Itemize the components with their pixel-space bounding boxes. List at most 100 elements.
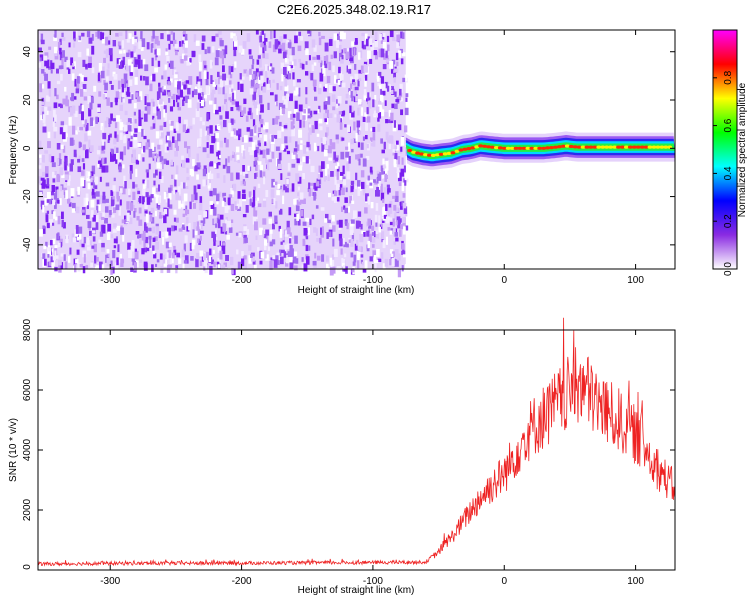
- noise-speck: [51, 162, 56, 168]
- noise-speck: [158, 231, 161, 239]
- noise-speck: [263, 230, 267, 238]
- noise-speck: [263, 245, 267, 251]
- noise-speck: [287, 65, 291, 71]
- noise-speck: [127, 118, 132, 126]
- noise-speck: [396, 216, 401, 221]
- noise-speck: [214, 229, 217, 235]
- noise-speck: [209, 145, 214, 154]
- noise-speck: [239, 199, 242, 207]
- noise-speck: [382, 206, 385, 215]
- noise-speck: [197, 98, 202, 103]
- noise-speck: [214, 133, 217, 142]
- noise-speck: [104, 36, 109, 46]
- noise-speck: [291, 61, 295, 69]
- noise-speck: [304, 41, 309, 51]
- noise-speck: [118, 45, 122, 50]
- noise-speck: [181, 82, 185, 86]
- noise-speck: [68, 202, 72, 207]
- noise-speck: [264, 64, 268, 73]
- noise-speck: [290, 249, 294, 257]
- noise-speck: [39, 185, 42, 190]
- noise-speck: [40, 33, 44, 43]
- noise-speck: [134, 128, 138, 133]
- noise-speck: [352, 82, 356, 86]
- noise-speck: [102, 93, 106, 99]
- noise-speck: [313, 45, 317, 52]
- noise-speck: [358, 69, 363, 74]
- signal-core: [568, 144, 574, 149]
- noise-speck: [329, 267, 334, 276]
- noise-speck: [163, 209, 168, 215]
- noise-speck: [340, 49, 344, 53]
- noise-speck: [401, 157, 404, 165]
- noise-speck: [216, 151, 220, 157]
- noise-speck: [198, 62, 202, 71]
- noise-speck: [129, 165, 133, 174]
- noise-speck: [187, 87, 191, 95]
- noise-speck: [364, 112, 368, 118]
- noise-speck: [305, 71, 309, 76]
- noise-speck: [59, 52, 62, 61]
- noise-speck: [241, 137, 246, 142]
- noise-speck: [344, 253, 347, 258]
- noise-speck: [384, 173, 387, 182]
- x-tick-label: -100: [363, 576, 383, 587]
- noise-speck: [155, 194, 159, 204]
- noise-speck: [121, 219, 125, 224]
- noise-speck: [319, 83, 322, 89]
- noise-speck: [79, 234, 82, 240]
- noise-speck: [130, 246, 135, 252]
- noise-speck: [172, 32, 175, 40]
- noise-speck: [112, 185, 116, 192]
- noise-speck: [45, 241, 48, 247]
- y-tick-label: 0: [22, 564, 33, 570]
- noise-speck: [81, 158, 85, 162]
- noise-speck: [402, 193, 406, 198]
- noise-speck: [364, 33, 368, 41]
- noise-speck: [378, 71, 382, 78]
- noise-speck: [155, 48, 158, 58]
- noise-speck: [173, 249, 177, 256]
- noise-speck: [126, 92, 131, 97]
- noise-speck: [183, 31, 186, 35]
- noise-speck: [42, 84, 45, 89]
- noise-speck: [248, 255, 252, 264]
- noise-speck: [50, 156, 55, 163]
- noise-speck: [311, 214, 315, 220]
- noise-speck: [375, 106, 380, 114]
- noise-speck: [373, 110, 377, 117]
- noise-speck: [217, 162, 221, 166]
- noise-speck: [120, 227, 124, 235]
- noise-speck: [366, 36, 370, 40]
- x-tick-label: 100: [627, 576, 644, 587]
- noise-speck: [84, 119, 88, 125]
- noise-speck: [94, 210, 97, 215]
- noise-speck: [50, 256, 54, 263]
- noise-speck: [60, 104, 63, 109]
- noise-speck: [232, 128, 236, 135]
- noise-speck: [109, 53, 113, 62]
- noise-speck: [255, 172, 259, 177]
- noise-speck: [335, 165, 339, 169]
- noise-speck: [325, 168, 328, 177]
- noise-speck: [175, 268, 178, 274]
- noise-speck: [338, 187, 341, 196]
- noise-speck: [122, 187, 126, 195]
- noise-speck: [152, 123, 156, 129]
- noise-speck: [213, 104, 216, 114]
- noise-speck: [297, 176, 302, 184]
- noise-speck: [152, 153, 155, 159]
- noise-speck: [205, 78, 209, 86]
- noise-speck: [301, 264, 306, 271]
- noise-speck: [60, 121, 65, 126]
- signal-core: [580, 145, 586, 149]
- signal-core: [557, 145, 562, 149]
- noise-speck: [374, 259, 379, 264]
- noise-speck: [293, 251, 298, 256]
- noise-speck: [293, 199, 297, 205]
- noise-speck: [394, 91, 397, 97]
- noise-speck: [339, 184, 343, 191]
- noise-speck: [98, 63, 103, 72]
- signal-core: [517, 146, 523, 150]
- noise-speck: [196, 226, 201, 236]
